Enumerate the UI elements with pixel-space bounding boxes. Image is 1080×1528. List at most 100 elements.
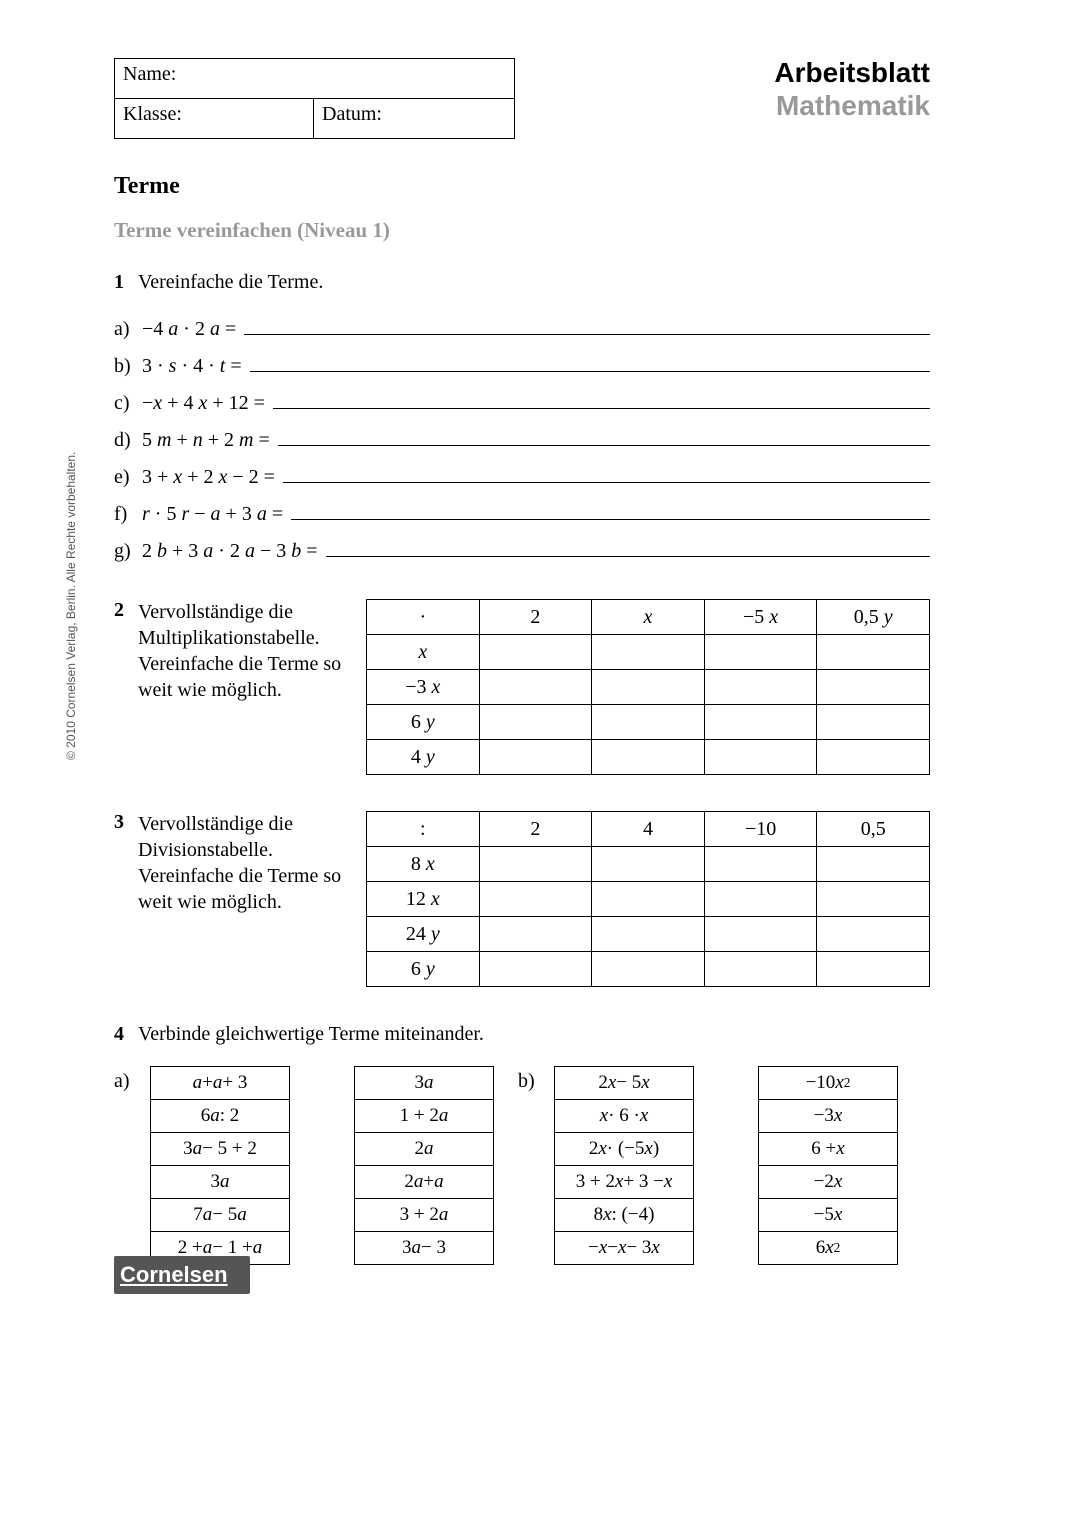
page-content: Name: Klasse: Datum: Arbeitsblatt Mathem… (114, 58, 930, 1264)
table-answer-cell[interactable] (817, 740, 930, 775)
table-header-cell: −10 (704, 812, 817, 847)
table-answer-cell[interactable] (479, 740, 592, 775)
equation-line: g)2 b + 3 a · 2 a − 3 b = (114, 534, 930, 563)
table-answer-cell[interactable] (817, 882, 930, 917)
table-header-cell: · (367, 600, 480, 635)
multiplication-table[interactable]: ·2x−5 x0,5 yx−3 x6 y4 y (366, 599, 930, 775)
table-answer-cell[interactable] (592, 952, 705, 987)
match-cell[interactable]: x · 6 · x (554, 1099, 694, 1133)
match-cell[interactable]: −10 x2 (758, 1066, 898, 1100)
class-cell[interactable]: Klasse: (115, 99, 314, 139)
table-header-cell: 2 (479, 600, 592, 635)
student-info-table: Name: Klasse: Datum: (114, 58, 515, 139)
table-answer-cell[interactable] (817, 705, 930, 740)
table-answer-cell[interactable] (479, 847, 592, 882)
match-cell[interactable]: −3 x (758, 1099, 898, 1133)
table-header-cell: x (592, 600, 705, 635)
table-answer-cell[interactable] (592, 635, 705, 670)
table-answer-cell[interactable] (479, 952, 592, 987)
table-answer-cell[interactable] (704, 670, 817, 705)
match-cell[interactable]: 3 a (150, 1165, 290, 1199)
answer-blank[interactable] (244, 312, 930, 335)
match-cell[interactable]: 3 a − 5 + 2 (150, 1132, 290, 1166)
match-cell[interactable]: −5 x (758, 1198, 898, 1232)
table-answer-cell[interactable] (817, 847, 930, 882)
match-cell[interactable]: 1 + 2 a (354, 1099, 494, 1133)
table-answer-cell[interactable] (592, 917, 705, 952)
group-label-b: b) (518, 1066, 536, 1264)
match-cell[interactable]: 2 x − 5 x (554, 1066, 694, 1100)
task-text: Vervollständige die Multiplikationstabel… (138, 599, 366, 703)
item-label: b) (114, 355, 142, 378)
match-cell[interactable]: 6 a : 2 (150, 1099, 290, 1133)
match-cell[interactable]: 2 a (354, 1132, 494, 1166)
table-answer-cell[interactable] (479, 917, 592, 952)
match-cell[interactable]: 7 a − 5 a (150, 1198, 290, 1232)
table-answer-cell[interactable] (704, 740, 817, 775)
match-cell[interactable]: 2 a + a (354, 1165, 494, 1199)
division-table[interactable]: :24−100,58 x12 x24 y6 y (366, 811, 930, 987)
match-cell[interactable]: 2 x · (−5 x) (554, 1132, 694, 1166)
match-cell[interactable]: 3 a − 3 (354, 1231, 494, 1265)
task-text: Vervollständige die Divisionstabelle. Ve… (138, 811, 366, 915)
table-row-label: 8 x (367, 847, 480, 882)
name-cell[interactable]: Name: (115, 59, 515, 99)
table-answer-cell[interactable] (817, 952, 930, 987)
match-cell[interactable]: −x − x − 3 x (554, 1231, 694, 1265)
table-answer-cell[interactable] (704, 847, 817, 882)
equation-line: f)r · 5 r − a + 3 a = (114, 497, 930, 526)
task-4: 4 Verbinde gleichwertige Terme miteinand… (114, 1023, 930, 1046)
table-answer-cell[interactable] (817, 670, 930, 705)
date-cell[interactable]: Datum: (314, 99, 515, 139)
table-answer-cell[interactable] (479, 882, 592, 917)
table-answer-cell[interactable] (592, 670, 705, 705)
match-cell[interactable]: 6 + x (758, 1132, 898, 1166)
match-cell[interactable]: 6 x2 (758, 1231, 898, 1265)
table-answer-cell[interactable] (704, 882, 817, 917)
match-cell[interactable]: a + a + 3 (150, 1066, 290, 1100)
match-cell[interactable]: 3 + 2 x + 3 − x (554, 1165, 694, 1199)
worksheet-title: Arbeitsblatt (515, 58, 930, 89)
table-answer-cell[interactable] (817, 635, 930, 670)
header-titles: Arbeitsblatt Mathematik (515, 58, 930, 122)
match-cell[interactable]: 3 + 2 a (354, 1198, 494, 1232)
expression: 2 b + 3 a · 2 a − 3 b = (142, 540, 318, 563)
table-answer-cell[interactable] (817, 917, 930, 952)
task-number: 3 (114, 811, 138, 834)
match-col-a-left: a + a + 36 a : 23 a − 5 + 23 a7 a − 5 a2… (150, 1066, 290, 1264)
answer-blank[interactable] (278, 423, 930, 446)
table-row-label: 4 y (367, 740, 480, 775)
table-answer-cell[interactable] (592, 705, 705, 740)
match-col-b-right: −10 x2−3 x6 + x−2 x−5 x6 x2 (758, 1066, 898, 1264)
match-cell[interactable]: 3 a (354, 1066, 494, 1100)
match-cell[interactable]: −2 x (758, 1165, 898, 1199)
table-row-label: −3 x (367, 670, 480, 705)
task-number: 4 (114, 1023, 138, 1046)
task-text: Vereinfache die Terme. (138, 271, 930, 294)
equation-line: b)3 · s · 4 · t = (114, 349, 930, 378)
answer-blank[interactable] (250, 349, 930, 372)
table-answer-cell[interactable] (479, 670, 592, 705)
equation-line: e)3 + x + 2 x − 2 = (114, 460, 930, 489)
answer-blank[interactable] (326, 534, 930, 557)
answer-blank[interactable] (273, 386, 930, 409)
table-answer-cell[interactable] (592, 847, 705, 882)
table-header-cell: −5 x (704, 600, 817, 635)
match-cell[interactable]: 8 x : (−4) (554, 1198, 694, 1232)
table-answer-cell[interactable] (704, 705, 817, 740)
table-answer-cell[interactable] (704, 917, 817, 952)
task-number: 2 (114, 599, 138, 622)
task-number: 1 (114, 271, 138, 294)
answer-blank[interactable] (291, 497, 930, 520)
table-answer-cell[interactable] (479, 635, 592, 670)
table-answer-cell[interactable] (592, 882, 705, 917)
copyright-text: © 2010 Cornelsen Verlag, Berlin. Alle Re… (64, 452, 78, 760)
section-subtitle: Terme vereinfachen (Niveau 1) (114, 218, 930, 243)
answer-blank[interactable] (283, 460, 930, 483)
table-answer-cell[interactable] (704, 635, 817, 670)
table-row-label: x (367, 635, 480, 670)
table-answer-cell[interactable] (592, 740, 705, 775)
table-header-cell: 0,5 (817, 812, 930, 847)
table-answer-cell[interactable] (479, 705, 592, 740)
table-answer-cell[interactable] (704, 952, 817, 987)
